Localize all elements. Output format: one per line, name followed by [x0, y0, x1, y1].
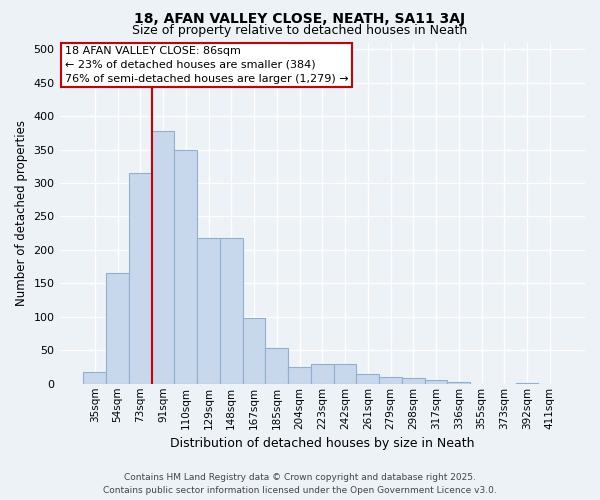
Bar	[515, 383, 538, 384]
Bar	[379, 377, 402, 384]
Bar	[129, 173, 152, 384]
Bar	[265, 348, 288, 384]
Bar	[334, 364, 356, 384]
Text: 18, AFAN VALLEY CLOSE, NEATH, SA11 3AJ: 18, AFAN VALLEY CLOSE, NEATH, SA11 3AJ	[134, 12, 466, 26]
Bar	[83, 372, 106, 384]
Bar	[242, 318, 265, 384]
Y-axis label: Number of detached properties: Number of detached properties	[15, 120, 28, 306]
X-axis label: Distribution of detached houses by size in Neath: Distribution of detached houses by size …	[170, 437, 475, 450]
Text: Contains HM Land Registry data © Crown copyright and database right 2025.
Contai: Contains HM Land Registry data © Crown c…	[103, 474, 497, 495]
Bar	[197, 238, 220, 384]
Text: Size of property relative to detached houses in Neath: Size of property relative to detached ho…	[133, 24, 467, 37]
Bar	[220, 238, 242, 384]
Bar	[402, 378, 425, 384]
Bar	[106, 274, 129, 384]
Bar	[356, 374, 379, 384]
Bar	[425, 380, 448, 384]
Text: 18 AFAN VALLEY CLOSE: 86sqm
← 23% of detached houses are smaller (384)
76% of se: 18 AFAN VALLEY CLOSE: 86sqm ← 23% of det…	[65, 46, 349, 84]
Bar	[152, 131, 175, 384]
Bar	[311, 364, 334, 384]
Bar	[175, 150, 197, 384]
Bar	[288, 367, 311, 384]
Bar	[448, 382, 470, 384]
